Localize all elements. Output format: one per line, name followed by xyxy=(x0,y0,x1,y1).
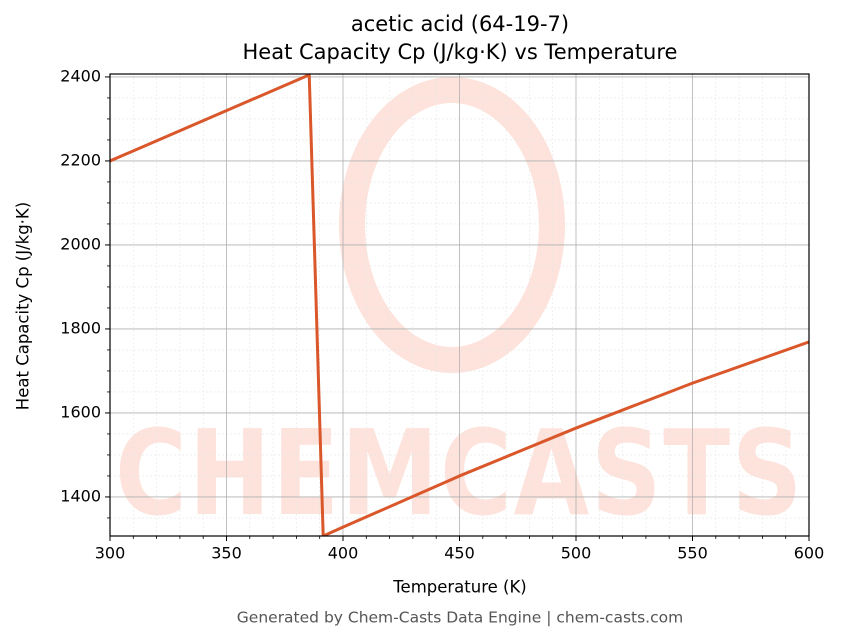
y-tick-label: 1400 xyxy=(60,486,101,505)
y-tick-label: 1600 xyxy=(60,402,101,421)
x-tick-label: 400 xyxy=(328,544,359,563)
chart-title: acetic acid (64-19-7) xyxy=(351,12,569,36)
footer: Generated by Chem-Casts Data Engine | ch… xyxy=(237,609,683,627)
y-tick-label: 2200 xyxy=(60,150,101,169)
watermark-ring xyxy=(339,77,565,373)
watermark: CHEMCASTS xyxy=(115,404,804,542)
x-tick-label: 350 xyxy=(211,544,242,563)
x-tick-label: 600 xyxy=(794,544,825,563)
y-tick-label: 1800 xyxy=(60,318,101,337)
y-tick-label: 2000 xyxy=(60,234,101,253)
x-tick-label: 450 xyxy=(444,544,475,563)
plot-frame xyxy=(109,73,810,537)
x-axis-label: Temperature (K) xyxy=(392,578,526,597)
x-tick-label: 550 xyxy=(677,544,708,563)
y-axis-label: Heat Capacity Cp (J/kg·K) xyxy=(14,202,33,410)
data-line xyxy=(110,73,809,536)
chart-subtitle: Heat Capacity Cp (J/kg·K) vs Temperature xyxy=(243,40,678,64)
x-tick-label: 300 xyxy=(95,544,126,563)
x-tick-label: 500 xyxy=(561,544,592,563)
y-tick-label: 2400 xyxy=(60,66,101,85)
